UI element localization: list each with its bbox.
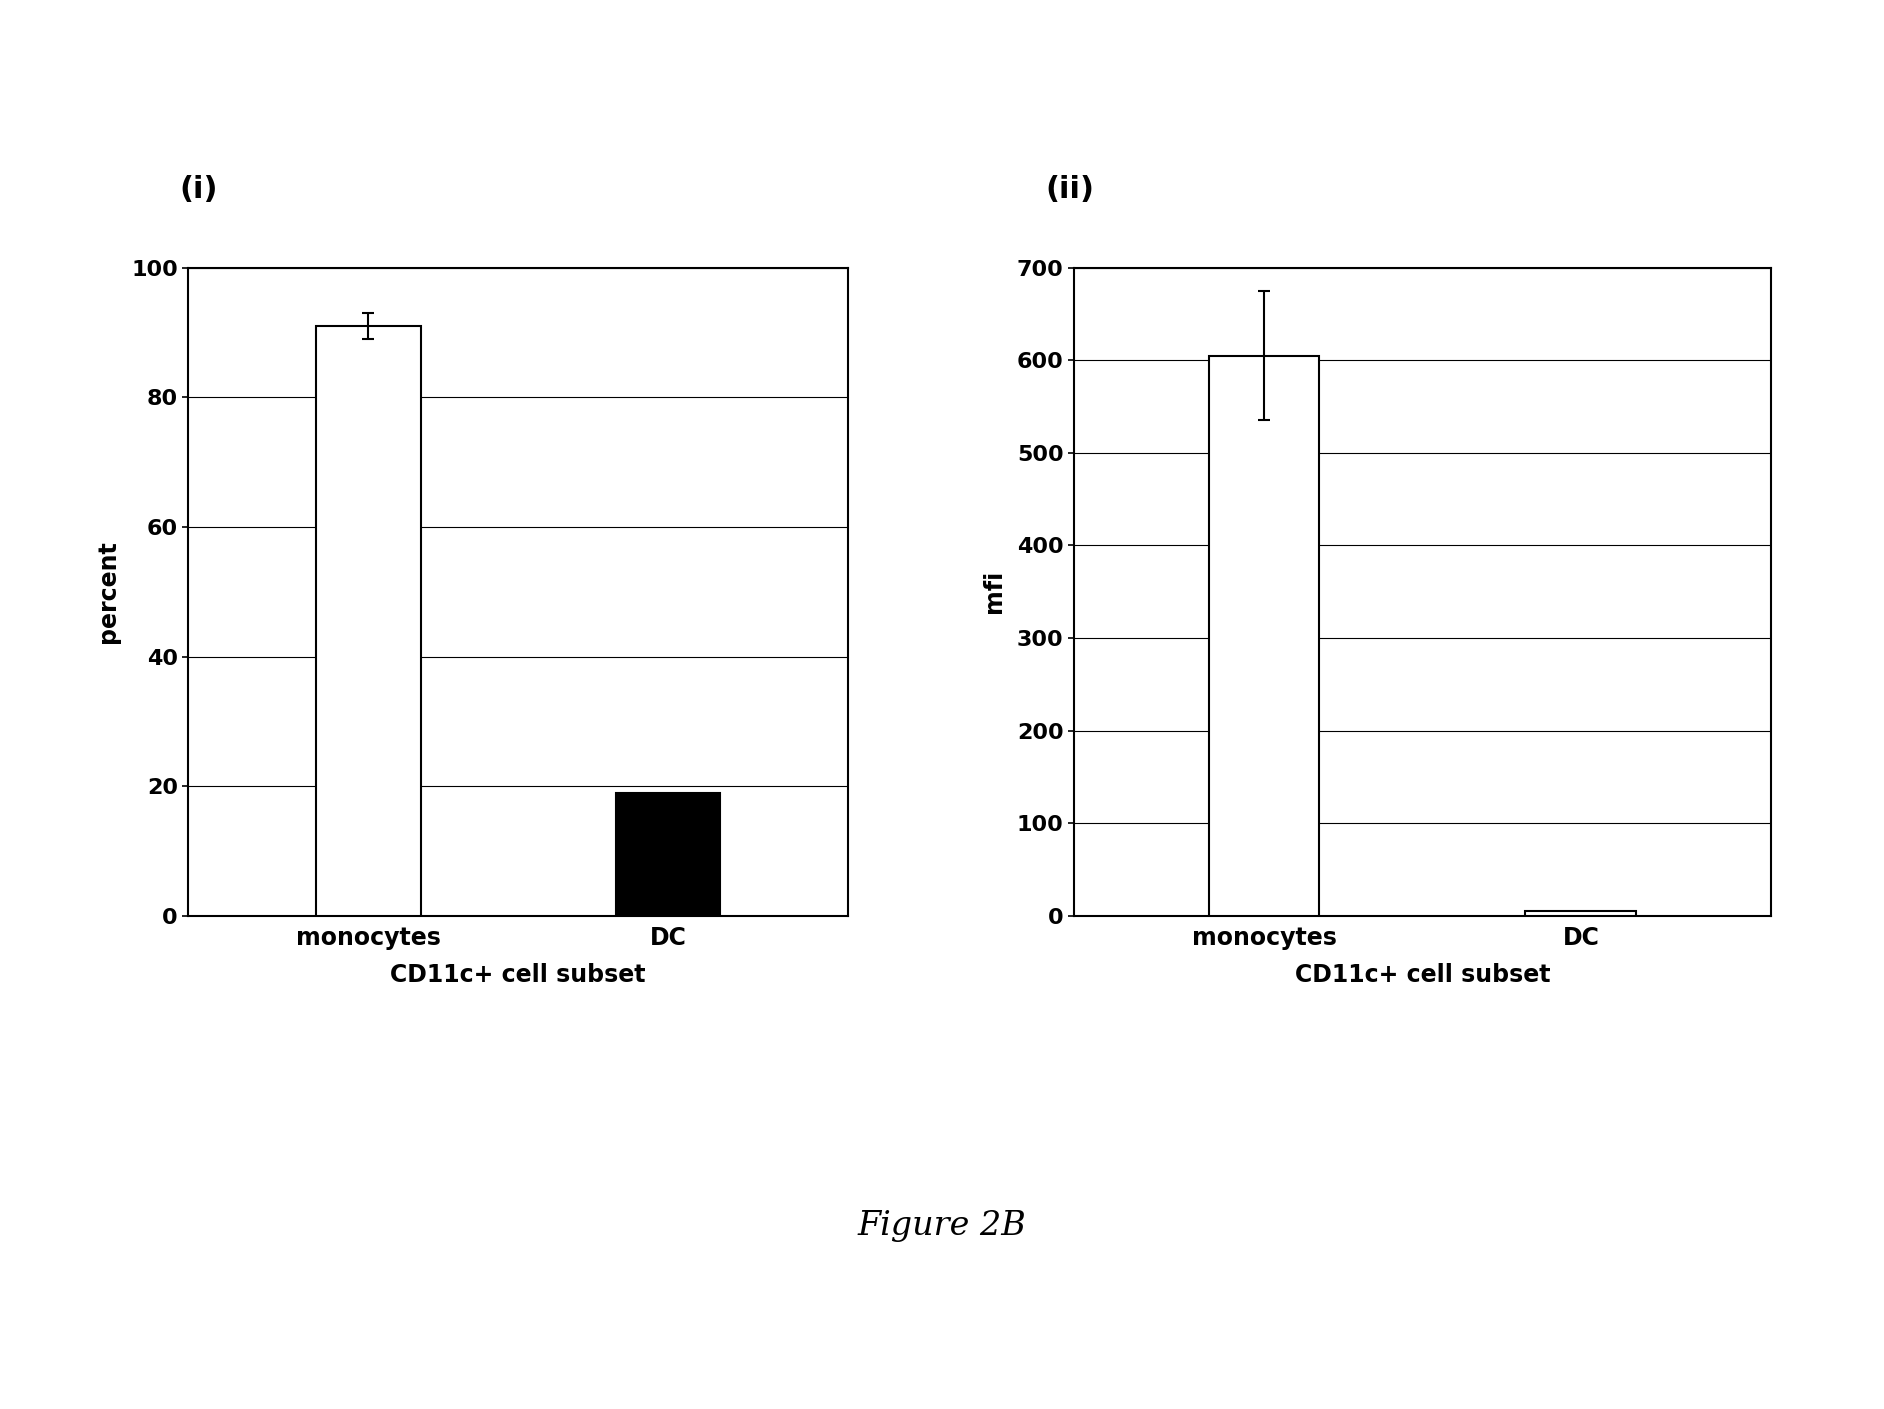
X-axis label: CD11c+ cell subset: CD11c+ cell subset	[1294, 964, 1551, 988]
Bar	[1208, 355, 1319, 916]
Bar	[616, 793, 720, 916]
Text: Figure 2B: Figure 2B	[857, 1210, 1027, 1241]
Text: (i): (i)	[179, 175, 217, 204]
Bar	[1526, 912, 1637, 916]
Y-axis label: percent: percent	[96, 541, 121, 643]
Y-axis label: mfi: mfi	[982, 571, 1006, 613]
X-axis label: CD11c+ cell subset: CD11c+ cell subset	[390, 964, 646, 988]
Bar	[317, 325, 420, 916]
Text: (ii): (ii)	[1046, 175, 1095, 204]
